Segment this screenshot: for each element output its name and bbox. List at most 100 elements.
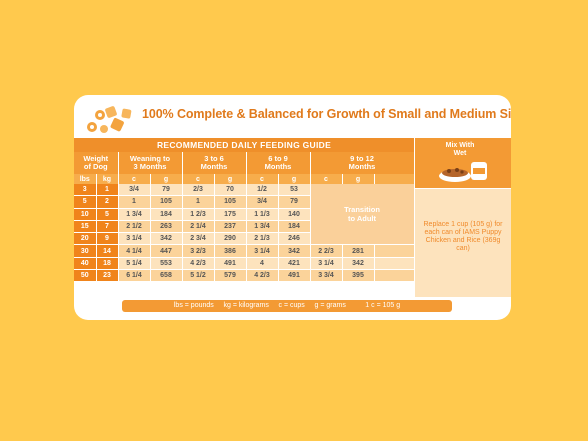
cell-c-g: 421 bbox=[278, 257, 311, 271]
cell-lbs: 15 bbox=[74, 220, 97, 234]
cell-b-g: 290 bbox=[214, 232, 247, 246]
cell-kg: 18 bbox=[96, 257, 119, 271]
lbs-header: lbs bbox=[74, 174, 97, 184]
cell-b-g: 70 bbox=[214, 184, 247, 197]
cell-lbs: 10 bbox=[74, 208, 97, 221]
cell-a-g: 263 bbox=[150, 220, 183, 234]
cell-a-c: 3/4 bbox=[118, 184, 151, 197]
cell-c-g: 342 bbox=[278, 244, 311, 258]
months-9-12-header: 9 to 12 Months bbox=[310, 152, 415, 174]
cell-a-g: 447 bbox=[150, 244, 183, 258]
cell-b-c: 5 1/2 bbox=[182, 269, 215, 283]
cell-b-c: 2 1/4 bbox=[182, 220, 215, 234]
cell-blank bbox=[374, 257, 415, 271]
grams-header: g bbox=[150, 174, 183, 184]
cell-kg: 7 bbox=[96, 220, 119, 234]
cell-b-c: 1 bbox=[182, 195, 215, 209]
cell-a-c: 4 1/4 bbox=[118, 244, 151, 258]
kg-header: kg bbox=[96, 174, 119, 184]
cell-c-g: 184 bbox=[278, 220, 311, 234]
cell-c-c: 3/4 bbox=[246, 195, 279, 209]
cell-a-c: 1 bbox=[118, 195, 151, 209]
cell-d-c: 3 1/4 bbox=[310, 257, 343, 271]
cell-blank bbox=[374, 244, 415, 258]
cell-a-c: 2 1/2 bbox=[118, 220, 151, 234]
cell-b-c: 4 2/3 bbox=[182, 257, 215, 271]
cell-a-c: 1 3/4 bbox=[118, 208, 151, 221]
cell-a-c: 3 1/4 bbox=[118, 232, 151, 246]
cell-a-g: 342 bbox=[150, 232, 183, 246]
cell-b-g: 386 bbox=[214, 244, 247, 258]
cell-b-g: 579 bbox=[214, 269, 247, 283]
feeding-guide-card: 100% Complete & Balanced for Growth of S… bbox=[74, 95, 511, 320]
cell-kg: 14 bbox=[96, 244, 119, 258]
table-subheader-row: lbs kg c g c g c g c g bbox=[74, 174, 415, 184]
cell-kg: 1 bbox=[96, 184, 119, 197]
cell-c-c: 3 1/4 bbox=[246, 244, 279, 258]
replace-note: Replace 1 cup (105 g) for each can of IA… bbox=[415, 189, 511, 297]
cell-kg: 9 bbox=[96, 232, 119, 246]
cell-c-g: 79 bbox=[278, 195, 311, 209]
cell-b-c: 3 2/3 bbox=[182, 244, 215, 258]
cell-lbs: 3 bbox=[74, 184, 97, 197]
table-row: 5 2 1 105 1 105 3/4 79 bbox=[74, 195, 414, 209]
cell-blank bbox=[374, 269, 415, 283]
headline: 100% Complete & Balanced for Growth of S… bbox=[142, 107, 511, 121]
mix-with-wet-panel: Mix With Wet bbox=[415, 138, 511, 188]
table-row: 10 5 1 3/4 184 1 2/3 175 1 1/3 140 bbox=[74, 208, 414, 221]
table-header-row: Weight of Dog Weaning to 3 Months 3 to 6 Mo… bbox=[74, 152, 415, 174]
grams-header: g bbox=[342, 174, 375, 184]
grams-header: g bbox=[278, 174, 311, 184]
cell-d-c: 2 2/3 bbox=[310, 244, 343, 258]
grams-header: g bbox=[214, 174, 247, 184]
units-legend: lbs = pounds kg = kilograms c = cups g =… bbox=[122, 300, 452, 312]
cell-b-g: 105 bbox=[214, 195, 247, 209]
table-row: 30 14 4 1/4 447 3 2/3 386 3 1/4 342 2 2/3 281 bbox=[74, 244, 415, 258]
cups-header: c bbox=[246, 174, 279, 184]
cell-b-g: 175 bbox=[214, 208, 247, 221]
cell-lbs: 5 bbox=[74, 195, 97, 209]
cell-c-c: 2 1/3 bbox=[246, 232, 279, 246]
cell-kg: 5 bbox=[96, 208, 119, 221]
cell-d-c: 3 3/4 bbox=[310, 269, 343, 283]
table-row: 50 23 6 1/4 658 5 1/2 579 4 2/3 491 3 3/4 395 bbox=[74, 269, 415, 283]
cell-c-g: 246 bbox=[278, 232, 311, 246]
transition-to-adult: Transition to Adult bbox=[310, 184, 415, 246]
mix-with-wet-label: Mix With Wet bbox=[445, 142, 475, 157]
cups-header: c bbox=[182, 174, 215, 184]
cell-c-g: 491 bbox=[278, 269, 311, 283]
cell-a-g: 658 bbox=[150, 269, 183, 283]
cell-b-c: 2 3/4 bbox=[182, 232, 215, 246]
cell-c-c: 4 bbox=[246, 257, 279, 271]
cell-a-g: 105 bbox=[150, 195, 183, 209]
weaning-header: Weaning to 3 Months bbox=[118, 152, 183, 174]
table-row: 40 18 5 1/4 553 4 2/3 491 4 421 3 1/4 342 bbox=[74, 257, 415, 271]
cell-c-c: 1 3/4 bbox=[246, 220, 279, 234]
cell-kg: 23 bbox=[96, 269, 119, 283]
cell-lbs: 40 bbox=[74, 257, 97, 271]
kibble-icon bbox=[87, 106, 132, 133]
cell-a-g: 553 bbox=[150, 257, 183, 271]
cell-kg: 2 bbox=[96, 195, 119, 209]
cell-d-g: 281 bbox=[342, 244, 375, 258]
cell-b-c: 1 2/3 bbox=[182, 208, 215, 221]
food-bowl-icon bbox=[439, 162, 487, 182]
cell-c-g: 53 bbox=[278, 184, 311, 197]
months-3-6-header: 3 to 6 Months bbox=[182, 152, 247, 174]
cell-lbs: 50 bbox=[74, 269, 97, 283]
cell-a-g: 79 bbox=[150, 184, 183, 197]
table-row: 15 7 2 1/2 263 2 1/4 237 1 3/4 184 bbox=[74, 220, 414, 234]
cell-c-c: 4 2/3 bbox=[246, 269, 279, 283]
cell-d-g: 342 bbox=[342, 257, 375, 271]
cell-a-g: 184 bbox=[150, 208, 183, 221]
feeding-table: Weight of Dog Weaning to 3 Months 3 to 6 Mo… bbox=[74, 152, 415, 283]
cups-header: c bbox=[310, 174, 343, 184]
table-row: 20 9 3 1/4 342 2 3/4 290 2 1/3 246 bbox=[74, 232, 414, 246]
cell-a-c: 6 1/4 bbox=[118, 269, 151, 283]
cups-header: c bbox=[118, 174, 151, 184]
cell-c-c: 1 1/3 bbox=[246, 208, 279, 221]
cell-c-c: 1/2 bbox=[246, 184, 279, 197]
header: 100% Complete & Balanced for Growth of S… bbox=[74, 95, 511, 137]
cell-b-g: 237 bbox=[214, 220, 247, 234]
cell-c-g: 140 bbox=[278, 208, 311, 221]
